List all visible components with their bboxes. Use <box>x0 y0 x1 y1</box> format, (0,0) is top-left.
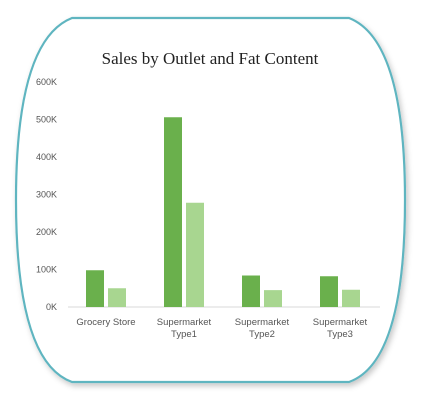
x-tick-label: Grocery Store <box>76 317 135 328</box>
y-tick-label: 300K <box>36 190 57 200</box>
y-tick-label: 400K <box>36 152 57 162</box>
bar-low-fat <box>242 275 260 307</box>
y-tick-label: 600K <box>36 77 57 87</box>
bar-low-fat <box>86 270 104 307</box>
bar-regular <box>186 202 204 307</box>
x-tick-label: Supermarket Type1 <box>157 317 212 340</box>
bars-group <box>86 117 360 307</box>
y-tick-label: 200K <box>36 227 57 237</box>
chart-title: Sales by Outlet and Fat Content <box>102 49 319 68</box>
x-tick-label: Supermarket Type3 <box>313 317 368 340</box>
x-axis: Grocery Store Supermarket Type1 Supermarket… <box>76 317 367 340</box>
y-axis: 0K 100K 200K 300K 400K 500K 600K <box>36 77 57 312</box>
bar-regular <box>264 290 282 307</box>
bar-regular <box>342 289 360 307</box>
y-tick-label: 0K <box>46 302 57 312</box>
y-tick-label: 500K <box>36 115 57 125</box>
y-tick-label: 100K <box>36 265 57 275</box>
bar-low-fat <box>164 117 182 307</box>
x-tick-label: Supermarket Type2 <box>235 317 290 340</box>
bar-regular <box>108 288 126 307</box>
bar-low-fat <box>320 276 338 307</box>
